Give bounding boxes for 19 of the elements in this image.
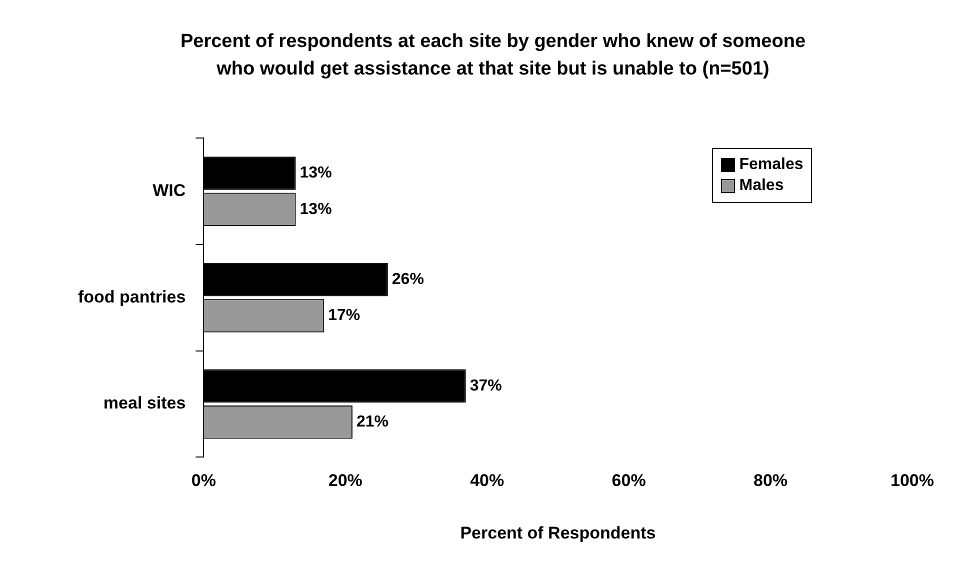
- chart-title: Percent of respondents at each site by gender who knew of someone who would get assistance at that site but is unable to (n=501): [180, 31, 806, 80]
- legend-label: Females: [739, 156, 804, 174]
- x-tick-label: 60%: [612, 471, 646, 490]
- x-tick-label: 20%: [328, 471, 362, 490]
- y-tick-label: WIC: [152, 180, 186, 200]
- x-tick-label: 0%: [191, 471, 216, 490]
- data-label: 26%: [392, 270, 424, 288]
- y-tick-label: food pantries: [78, 287, 186, 306]
- data-label: 37%: [470, 377, 502, 394]
- x-tick-label: 40%: [470, 471, 504, 490]
- x-axis-title: Percent of Respondents: [460, 523, 656, 542]
- data-label: 13%: [300, 164, 332, 182]
- y-tick-label: meal sites: [103, 394, 186, 413]
- data-label: 13%: [300, 200, 332, 218]
- x-tick-label: 80%: [754, 471, 788, 490]
- data-label: 17%: [328, 307, 360, 324]
- x-tick-label: 100%: [890, 471, 934, 490]
- data-label: 21%: [356, 414, 389, 431]
- legend-label: Males: [739, 177, 784, 196]
